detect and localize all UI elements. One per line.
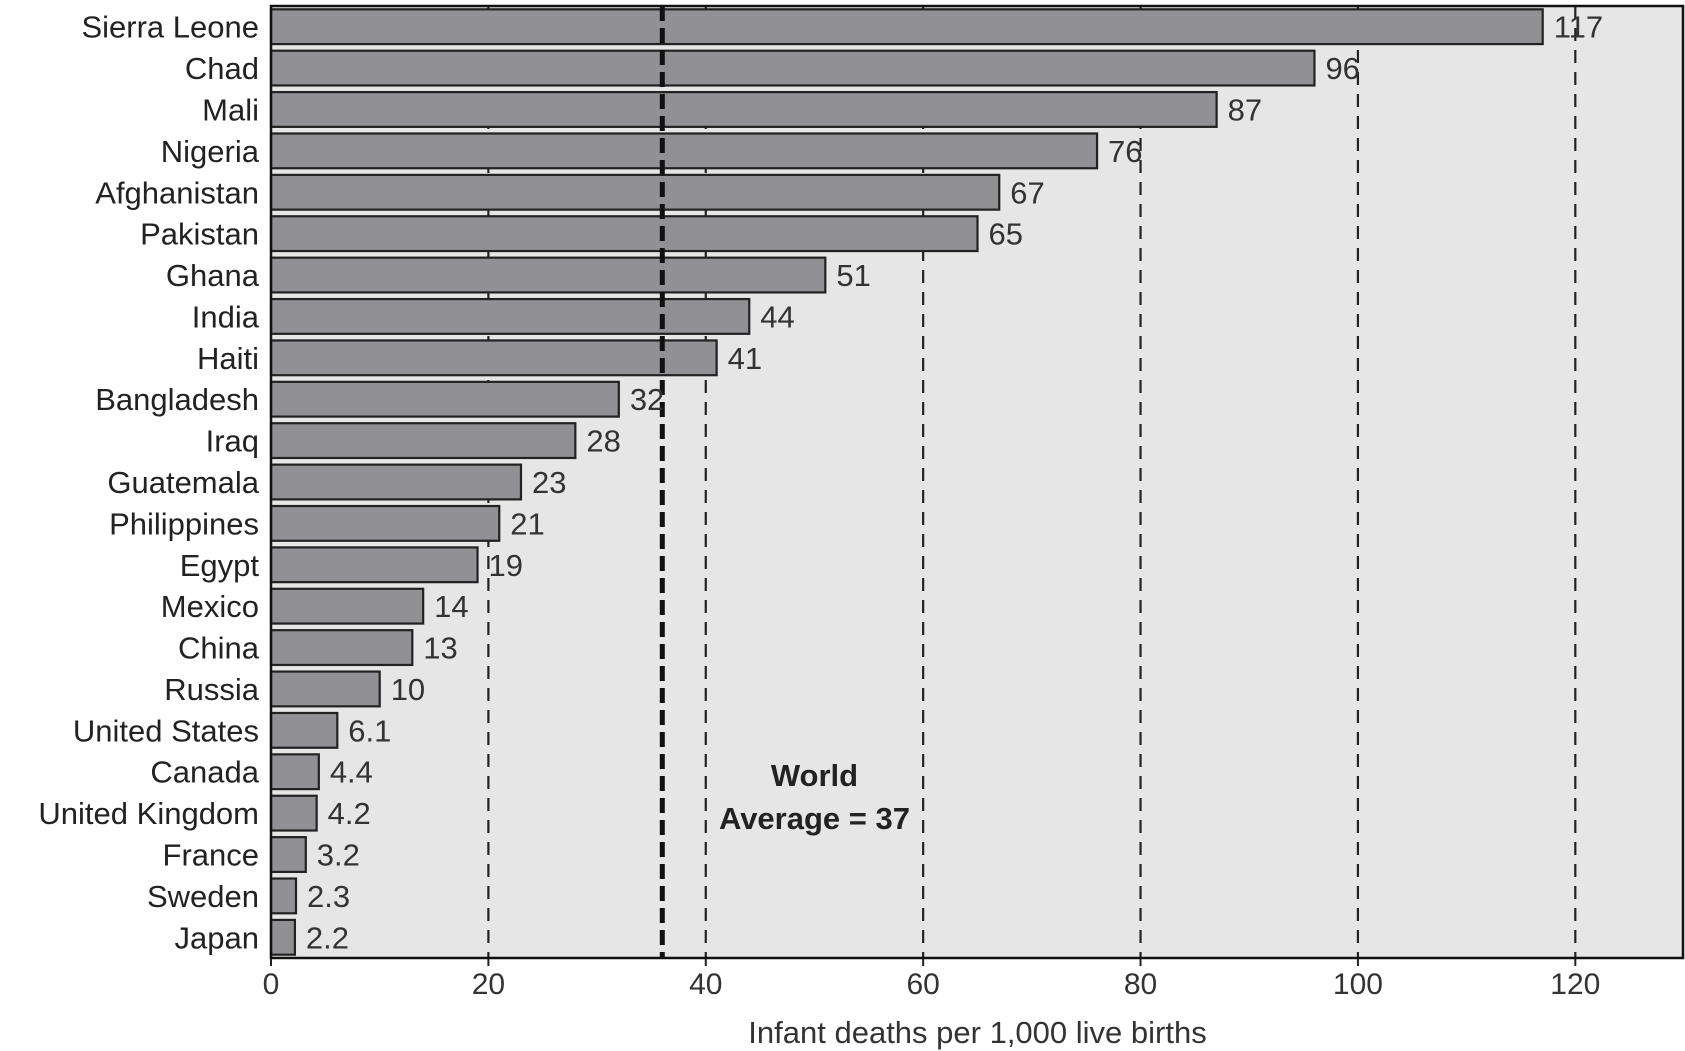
category-label: Russia [164, 672, 260, 707]
bar-japan [269, 918, 297, 956]
value-label: 13 [423, 631, 457, 666]
bar-mexico [269, 587, 425, 625]
bar-chad [269, 49, 1316, 87]
value-label: 76 [1108, 134, 1142, 169]
category-label: Sweden [147, 879, 259, 914]
value-label: 4.2 [328, 796, 371, 831]
bar-ghana [269, 256, 827, 294]
category-label: Mexico [161, 589, 259, 624]
category-label: France [163, 838, 259, 873]
value-label: 65 [989, 217, 1023, 252]
value-label: 28 [586, 424, 620, 459]
value-label: 10 [391, 672, 425, 707]
x-tick-label: 60 [906, 968, 939, 1001]
category-label: Egypt [180, 548, 260, 583]
category-label: United Kingdom [38, 796, 259, 831]
value-label: 117 [1554, 10, 1603, 45]
plot-frame [269, 4, 1685, 960]
bar-sweden [269, 877, 298, 915]
category-label: Pakistan [140, 217, 259, 252]
category-label: Sierra Leone [81, 10, 259, 45]
value-label: 51 [836, 258, 870, 293]
bar-sierra-leone [269, 8, 1544, 46]
x-tick-label: 20 [472, 968, 505, 1001]
value-label: 19 [489, 548, 523, 583]
x-tick-label: 80 [1124, 968, 1157, 1001]
value-label: 96 [1325, 51, 1359, 86]
category-label: Chad [185, 51, 259, 86]
category-label: Bangladesh [95, 382, 259, 417]
bar-india [269, 297, 751, 335]
category-label: China [178, 631, 260, 666]
value-label: 32 [630, 382, 664, 417]
x-tick-label: 40 [689, 968, 722, 1001]
category-label: Haiti [197, 341, 259, 376]
bar-egypt [269, 546, 479, 584]
world-average-annotation-line2: Average = 37 [719, 801, 910, 836]
category-label: Nigeria [161, 134, 260, 169]
category-label: Philippines [109, 506, 259, 541]
value-label: 4.4 [330, 755, 373, 790]
category-label: United States [73, 713, 259, 748]
value-label: 6.1 [348, 713, 391, 748]
x-tick-label: 120 [1550, 968, 1600, 1001]
value-label: 2.2 [306, 920, 349, 955]
category-label: Mali [202, 92, 259, 127]
value-label: 21 [510, 506, 544, 541]
category-label: Ghana [166, 258, 260, 293]
bar-nigeria [269, 132, 1099, 170]
bar-philippines [269, 504, 501, 542]
value-label: 3.2 [317, 838, 360, 873]
bar-mali [269, 90, 1218, 128]
value-label: 44 [760, 299, 794, 334]
bar-china [269, 629, 414, 667]
category-label: Iraq [206, 424, 259, 459]
bar-afghanistan [269, 173, 1001, 211]
value-label: 87 [1228, 92, 1262, 127]
x-axis-title: Infant deaths per 1,000 live births [748, 1015, 1206, 1050]
bar-haiti [269, 339, 718, 377]
bar-guatemala [269, 463, 523, 501]
bars [269, 8, 1544, 956]
bar-pakistan [269, 215, 979, 253]
category-label: Afghanistan [95, 175, 259, 210]
bar-russia [269, 670, 381, 708]
category-label: Japan [175, 920, 259, 955]
bar-united-kingdom [269, 794, 318, 832]
value-label: 67 [1010, 175, 1044, 210]
category-label: India [192, 299, 260, 334]
bar-iraq [269, 422, 577, 460]
value-label: 14 [434, 589, 468, 624]
value-label: 2.3 [307, 879, 350, 914]
bar-canada [269, 753, 320, 791]
x-tick-label: 0 [263, 968, 280, 1001]
value-label: 23 [532, 465, 566, 500]
x-tick-label: 100 [1333, 968, 1383, 1001]
category-label: Guatemala [107, 465, 259, 500]
labels: Sierra Leone 117 Chad 96 Mali 87 Nigeria 76 Afgh… [38, 10, 1603, 1001]
bar-france [269, 836, 307, 874]
world-average-annotation-line1: World [771, 758, 858, 793]
bar-bangladesh [269, 380, 620, 418]
value-label: 41 [728, 341, 762, 376]
bar-united-states [269, 711, 339, 749]
category-label: Canada [150, 755, 259, 790]
